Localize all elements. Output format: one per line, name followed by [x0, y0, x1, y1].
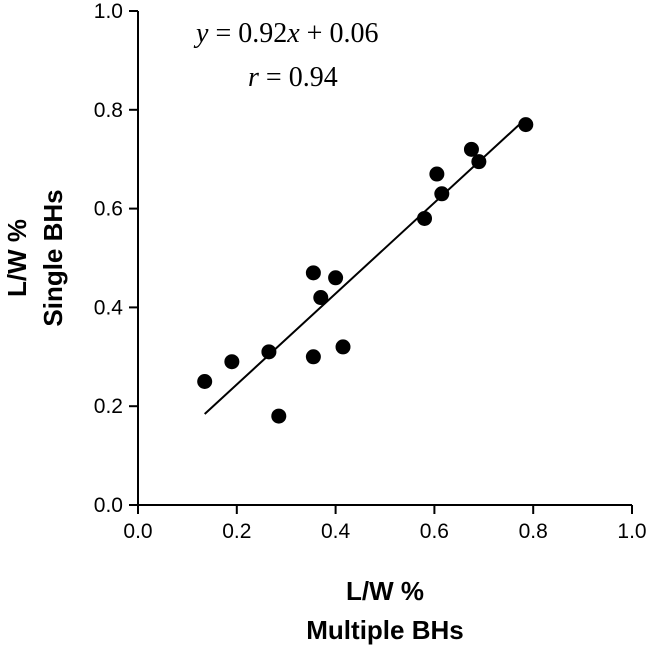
corr-r-symbol: r: [248, 62, 259, 93]
data-point: [434, 186, 450, 202]
data-point: [463, 141, 479, 157]
data-point: [224, 354, 240, 370]
x-tick-label: 0.6: [420, 520, 449, 543]
regression-line: [204, 117, 527, 415]
x-tick-label: 0.4: [321, 520, 351, 543]
data-point: [471, 154, 487, 170]
data-point: [335, 339, 351, 355]
eq-y-symbol: y: [193, 18, 209, 49]
correlation-annotation: r = 0.94: [248, 62, 338, 93]
data-point: [305, 265, 321, 281]
data-point: [271, 408, 287, 424]
data-point: [313, 290, 329, 306]
x-tick-label: 1.0: [617, 520, 646, 543]
eq-x-symbol: x: [286, 18, 300, 49]
y-axis-title-line2: Single BHs: [38, 189, 68, 326]
data-point: [328, 270, 344, 286]
data-point: [518, 117, 534, 133]
equation-annotation: y = 0.92x + 0.06: [193, 18, 378, 49]
data-point: [261, 344, 277, 360]
x-axis-title-line1: L/W %: [346, 576, 424, 606]
x-tick-label: 0.2: [222, 520, 251, 543]
data-point: [429, 166, 445, 182]
y-tick-label: 0.0: [94, 494, 123, 517]
x-tick-label: 0.8: [519, 520, 548, 543]
data-point: [305, 349, 321, 365]
eq-intercept-text: + 0.06: [300, 18, 379, 49]
y-tick-label: 1.0: [94, 0, 123, 23]
corr-value-text: = 0.94: [259, 62, 338, 93]
y-tick-label: 0.2: [94, 395, 123, 418]
y-tick-label: 0.4: [94, 296, 124, 319]
data-point: [197, 374, 213, 389]
x-axis-title-line2: Multiple BHs: [306, 615, 463, 645]
y-tick-label: 0.8: [94, 99, 123, 122]
x-tick-label: 0.0: [123, 520, 152, 543]
y-tick-label: 0.6: [94, 198, 123, 221]
data-point: [417, 210, 433, 226]
y-axis-title-line1: L/W %: [2, 219, 32, 297]
eq-slope-text: = 0.92: [208, 18, 287, 49]
